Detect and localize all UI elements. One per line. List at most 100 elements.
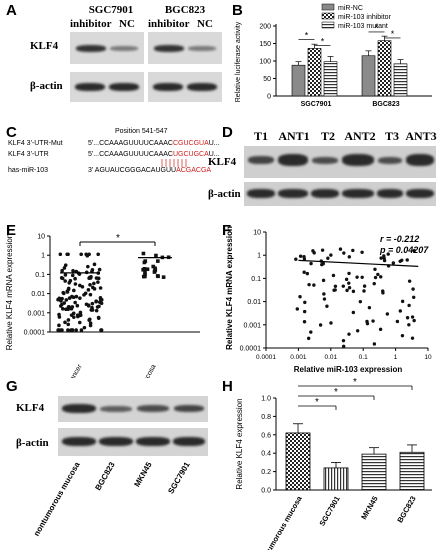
f-point [302, 270, 306, 274]
e-point [156, 259, 160, 263]
f-point [412, 318, 416, 323]
h-category-label: nontumorous mucosa [257, 494, 305, 550]
f-point [386, 252, 390, 256]
g-lane-label-sgc7901: SGC7901 [166, 460, 192, 495]
h-ytick-label: 0.4 [261, 451, 271, 458]
f-point [322, 292, 326, 296]
f-point [371, 319, 375, 323]
legend-label-mir-103-inhibitor: miR-103 inhibitor [338, 14, 392, 21]
lane-label-nc: NC [197, 18, 213, 30]
legend-label-mir-nc: miR-NC [338, 5, 363, 12]
e-ytick-label: 10 [37, 234, 45, 241]
h-category-label: BGC823 [395, 495, 417, 525]
e-point [153, 268, 158, 272]
f-point [400, 333, 405, 338]
e-point [77, 320, 82, 325]
legend-swatch-mir-103-inhibitor [321, 12, 335, 20]
f-point [355, 329, 360, 333]
b-ytick-label: 200 [259, 24, 271, 31]
f-point [358, 299, 363, 304]
lane-label-t3: T3 [384, 129, 399, 143]
b-sig-star: * [321, 37, 325, 47]
f-point [395, 319, 400, 324]
e-point [65, 252, 69, 257]
f-point [322, 297, 327, 301]
e-point [97, 267, 102, 272]
h-category-label: MKN45 [359, 495, 380, 522]
blot-klf4-tissues [244, 146, 436, 178]
f-point [360, 275, 364, 279]
base-pairing-lines [161, 159, 187, 167]
e-point [94, 308, 99, 313]
f-xtick-label: 0.1 [359, 354, 368, 361]
lane-label-t2: T2 [320, 129, 335, 143]
f-point [329, 321, 333, 325]
f-point [332, 288, 336, 292]
h-bars: * * * [285, 378, 425, 491]
position-label: Position 541-547 [115, 128, 168, 135]
h-bar [323, 467, 349, 491]
f-point [312, 251, 316, 255]
f-point [362, 284, 367, 288]
b-sig-star: * [305, 31, 309, 41]
f-point [331, 273, 336, 278]
blot-actin-tissues [244, 182, 436, 206]
e-point [141, 274, 146, 279]
e-point [67, 280, 72, 285]
b-sig-star: * [375, 23, 379, 33]
f-point [351, 289, 356, 294]
f-point [373, 267, 377, 271]
e-point [82, 293, 86, 297]
seq-name-mut: KLF4 3'-UTR-Mut [8, 140, 63, 147]
f-point [305, 271, 310, 276]
f-point [344, 277, 349, 282]
blot-actin-cells [58, 428, 208, 456]
panel-h-chart: Relative KLF4 expression 0.0 0.2 0.4 0.6 0.8… [235, 378, 432, 550]
row-label-klf4: KLF4 [208, 156, 237, 168]
g-lane-label-bgc823: BGC823 [93, 460, 117, 492]
f-point [326, 256, 330, 260]
e-point [90, 308, 95, 312]
f-xtick-label: 0.01 [324, 354, 337, 361]
h-ytick-label: 0.6 [261, 432, 271, 439]
f-point [312, 283, 316, 287]
f-ylabel: Relative KLF4 mRNA expression [225, 226, 234, 350]
f-point [410, 336, 415, 340]
seq-name-utr: KLF4 3'-UTR [8, 151, 49, 158]
e-point [60, 268, 64, 273]
g-lane-label-mucosa: nontumorous mucosa [32, 460, 82, 538]
h-ytick-label: 1.0 [261, 396, 271, 403]
h-ytick-label: 0.8 [261, 414, 271, 421]
e-sig-star: * [116, 233, 120, 244]
f-point [306, 336, 311, 341]
seq-utr: 5'...CCAAAGUUUUCAAACUGCUGCAU... [88, 151, 220, 158]
seq-name-mir: has-miR-103 [8, 167, 49, 174]
f-point [391, 261, 396, 265]
e-point [86, 303, 91, 307]
b-ytick-label: 100 [259, 59, 271, 66]
f-point [347, 255, 352, 259]
f-point [412, 295, 416, 299]
b-bars: * * * * [291, 23, 408, 97]
f-annotation-p: p = 0.04207 [379, 245, 429, 255]
lane-label-ant1: ANT1 [278, 129, 310, 143]
e-point [63, 263, 68, 268]
e-point [96, 315, 101, 320]
e-point [59, 328, 63, 332]
lane-label-nc: NC [119, 18, 135, 30]
blot-klf4-sgc7901 [70, 32, 144, 64]
h-category-labels: nontumorous mucosa SGC7901 MKN45 BGC823 [257, 494, 418, 550]
e-point [82, 325, 87, 330]
seq-mir: 3' AGUAUCGGGACAUGUUACGACGA [88, 167, 212, 174]
e-point [73, 282, 78, 286]
h-bar [399, 451, 425, 491]
f-point [398, 309, 403, 313]
e-point [79, 252, 83, 257]
e-point [90, 301, 95, 306]
e-point [156, 274, 160, 279]
e-points: * [56, 233, 172, 332]
e-point [88, 292, 93, 297]
f-point [372, 281, 376, 286]
row-label-beta-actin: β-actin [208, 188, 241, 200]
